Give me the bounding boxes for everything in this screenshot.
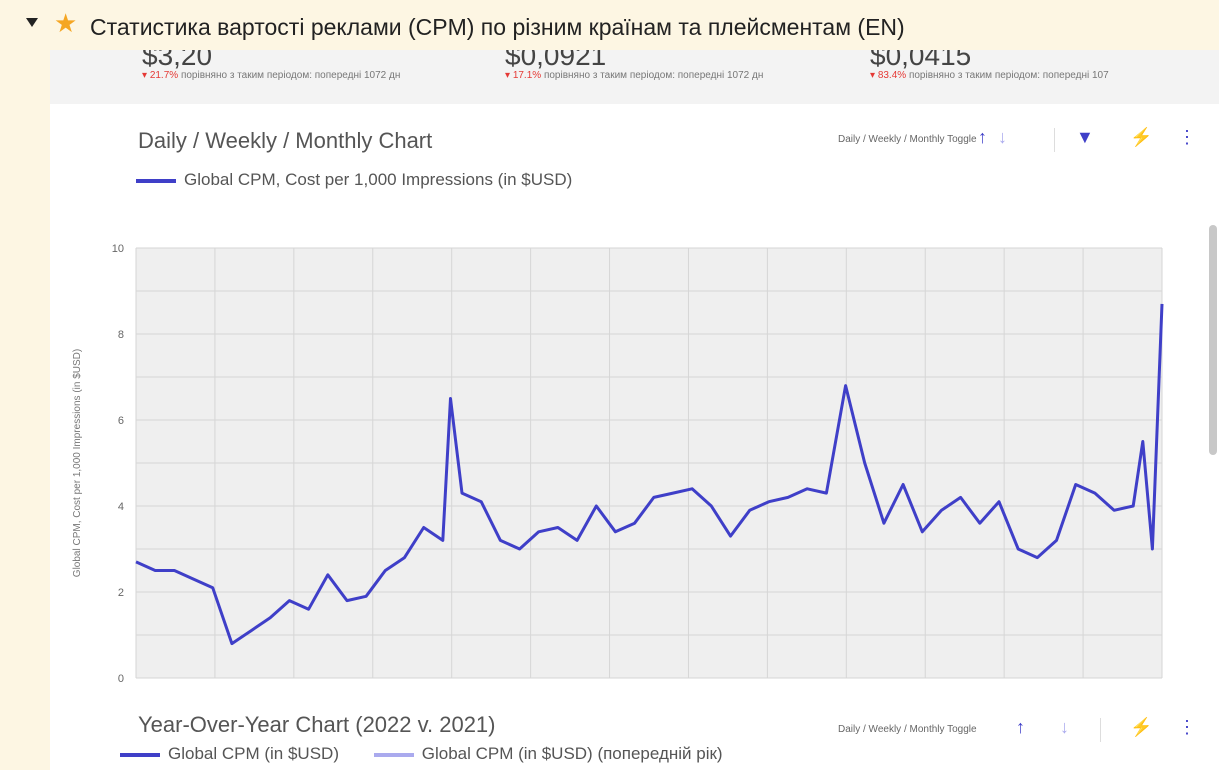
chart-legend-yoy: Global CPM (in $USD) Global CPM (in $USD…: [120, 744, 753, 764]
arrow-down-icon[interactable]: ↓: [998, 127, 1007, 147]
legend-label: Global CPM (in $USD) (попередній рік): [421, 744, 723, 763]
collapse-arrow-icon[interactable]: [26, 18, 38, 27]
more-vert-icon[interactable]: ⋮: [1178, 717, 1196, 737]
chart-title-yoy: Year-Over-Year Chart (2022 v. 2021): [138, 712, 496, 737]
scorecard: $0,0921 ▾ 17.1% порівняно з таким період…: [505, 50, 875, 104]
arrow-up-icon[interactable]: ↑: [1016, 717, 1025, 737]
toolbar-divider: [1100, 718, 1101, 742]
bolt-icon[interactable]: ⚡: [1130, 717, 1153, 737]
score-delta: ▾ 17.1% порівняно з таким періодом: попе…: [505, 70, 764, 81]
star-icon[interactable]: ★: [54, 8, 78, 38]
legend-item-2022: Global CPM (in $USD): [120, 744, 339, 764]
more-vert-icon[interactable]: ⋮: [1178, 127, 1196, 147]
legend-label: Global CPM (in $USD): [168, 744, 339, 763]
section-header: ★ Статистика вартості реклами (CPM) по р…: [0, 0, 1219, 56]
arrow-down-icon[interactable]: ↓: [1060, 717, 1069, 737]
legend-item-2021: Global CPM (in $USD) (попередній рік): [373, 744, 723, 764]
y-tick-label: 10: [112, 243, 124, 255]
series-line: [135, 303, 1164, 646]
filter-icon[interactable]: ▼: [1076, 127, 1094, 147]
arrow-up-icon[interactable]: ↑: [978, 127, 987, 147]
period-toggle[interactable]: Daily / Weekly / Monthly Toggle: [838, 724, 977, 735]
y-axis-title: Global CPM, Cost per 1,000 Impressions (…: [72, 349, 83, 577]
y-tick-label: 8: [118, 329, 124, 341]
y-tick-label: 4: [118, 501, 124, 513]
y-tick-label: 0: [118, 673, 124, 685]
score-value: $3,20: [142, 50, 213, 71]
scorecard-strip: $3,20 ▾ 21.7% порівняно з таким періодом…: [50, 50, 1219, 104]
y-tick-label: 6: [118, 415, 124, 427]
chart-title: Daily / Weekly / Monthly Chart: [138, 128, 433, 153]
chart-toolbar-yoy: Daily / Weekly / Monthly Toggle ↑ ↓ ⚡ ⋮: [838, 716, 1208, 746]
scorecard: $0,0415 ▾ 83.4% порівняно з таким період…: [870, 50, 1219, 104]
chart-toolbar: Daily / Weekly / Monthly Toggle ↑ ↓ ▼ ⚡ …: [838, 126, 1208, 156]
period-toggle[interactable]: Daily / Weekly / Monthly Toggle: [838, 134, 977, 145]
bolt-icon[interactable]: ⚡: [1130, 127, 1153, 147]
report-panel: $3,20 ▾ 21.7% порівняно з таким періодом…: [50, 50, 1219, 770]
score-value: $0,0415: [870, 50, 972, 71]
scrollbar[interactable]: [1209, 225, 1217, 455]
score-delta: ▾ 83.4% порівняно з таким періодом: попе…: [870, 70, 1109, 81]
legend-swatch: [120, 752, 160, 757]
chart-legend: Global CPM, Cost per 1,000 Impressions (…: [136, 170, 572, 190]
page-title: Статистика вартості реклами (CPM) по різ…: [90, 14, 905, 40]
score-value: $0,0921: [505, 50, 607, 71]
cpm-line-chart: 0 2 4 6 8 10 Global CPM, Cost per 1,000 Impres…: [72, 243, 1164, 685]
legend-swatch: [136, 178, 176, 183]
legend-label: Global CPM, Cost per 1,000 Impressions (…: [184, 170, 573, 189]
toolbar-divider: [1054, 128, 1055, 152]
y-tick-label: 2: [118, 587, 124, 599]
scorecard: $3,20 ▾ 21.7% порівняно з таким періодом…: [142, 50, 512, 104]
legend-swatch: [373, 752, 414, 757]
score-delta: ▾ 21.7% порівняно з таким періодом: попе…: [142, 70, 401, 81]
